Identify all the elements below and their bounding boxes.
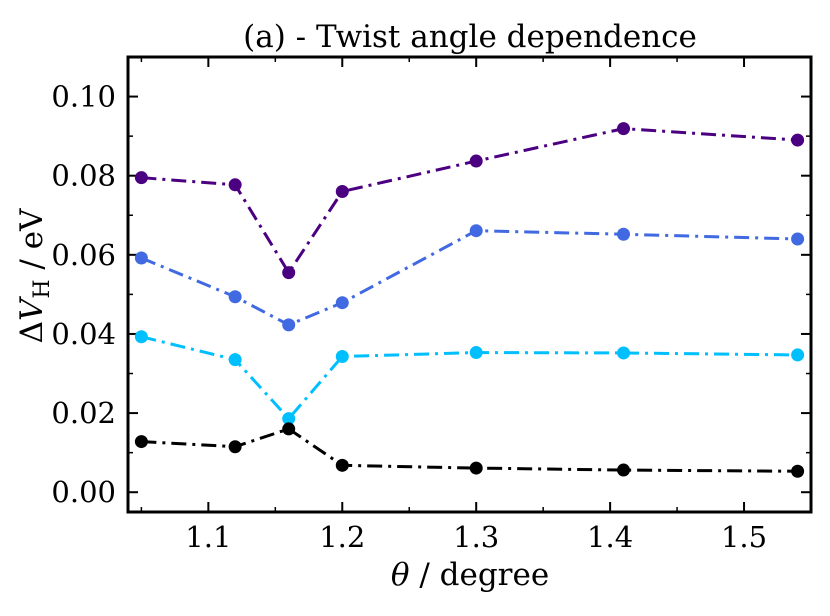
data-point (335, 350, 349, 364)
data-point (228, 178, 242, 192)
series-line (141, 127, 798, 276)
x-tick-label: 1.3 (453, 520, 499, 554)
data-point (228, 353, 242, 367)
y-axis-label-delta: Δ (14, 321, 50, 343)
y-tick-labels: 0.00 0.02 0.04 0.06 0.08 0.10 (51, 80, 116, 510)
y-axis-label-v: V (14, 295, 50, 321)
y-tick-label: 0.10 (51, 80, 116, 114)
series-line (141, 335, 798, 421)
data-point (228, 440, 242, 454)
series-line (140, 229, 798, 327)
data-point (791, 348, 805, 362)
series-purple (134, 122, 805, 280)
data-point (228, 290, 242, 304)
y-tick-label: 0.04 (51, 317, 116, 351)
data-point (617, 227, 631, 241)
data-point (469, 224, 483, 238)
data-point (335, 185, 349, 199)
data-point (282, 318, 296, 332)
x-tick-label: 1.2 (319, 520, 365, 554)
series-layer (134, 122, 805, 478)
x-tick-label: 1.1 (185, 520, 231, 554)
data-point (469, 154, 483, 168)
data-point (791, 133, 805, 147)
data-point (469, 346, 483, 360)
y-axis-label-rest: / eV (14, 208, 50, 279)
x-axis-label-symbol: θ (391, 557, 410, 593)
data-point (617, 463, 631, 477)
y-tick-label: 0.00 (51, 475, 116, 509)
y-tick-label: 0.06 (51, 238, 116, 272)
tick-marks (128, 57, 812, 512)
data-point (335, 458, 349, 472)
y-tick-label: 0.02 (51, 396, 116, 430)
data-point (617, 122, 631, 136)
data-point (469, 461, 483, 475)
x-tick-labels: 1.1 1.2 1.3 1.4 1.5 (185, 520, 767, 554)
data-point (134, 171, 148, 185)
series-black (134, 422, 805, 478)
x-tick-label: 1.5 (721, 520, 767, 554)
y-axis-label: ΔVH / eV (14, 208, 55, 343)
data-point (617, 346, 631, 360)
data-point (134, 251, 148, 265)
data-point (791, 232, 805, 246)
data-point (335, 296, 349, 310)
chart-title: (a) - Twist angle dependence (243, 19, 697, 55)
data-point (282, 266, 296, 280)
y-tick-label: 0.08 (51, 159, 116, 193)
plot-frame (126, 55, 813, 514)
x-axis-label: θ / degree (391, 557, 549, 593)
y-axis-label-sub: H (30, 279, 55, 298)
y-axis-label-group: ΔVH / eV (14, 208, 55, 343)
x-axis-label-rest: / degree (409, 557, 549, 593)
data-point (134, 435, 148, 449)
data-point (282, 412, 296, 426)
data-point (134, 330, 148, 344)
data-point (791, 464, 805, 478)
data-point (282, 422, 296, 436)
series-deep-sky-blue (134, 330, 805, 426)
series-royal-blue (134, 224, 805, 332)
x-tick-label: 1.4 (587, 520, 633, 554)
